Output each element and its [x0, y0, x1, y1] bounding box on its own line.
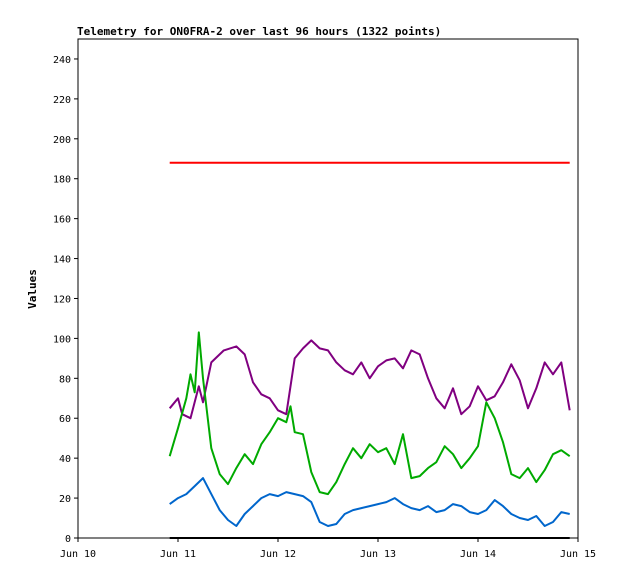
y-tick-label: 180 — [53, 175, 71, 186]
chart-title: Telemetry for ON0FRA-2 over last 96 hour… — [77, 25, 441, 38]
y-tick-label: 200 — [53, 135, 71, 146]
y-tick-label: 60 — [59, 414, 71, 425]
series-line-2 — [168, 331, 571, 496]
y-tick-label: 160 — [53, 215, 71, 226]
x-tick-label: Jun 15 — [560, 549, 596, 560]
y-tick-label: 220 — [53, 95, 71, 106]
x-tick-label: Jun 12 — [260, 549, 296, 560]
x-tick-label: Jun 13 — [360, 549, 396, 560]
y-tick-label: 20 — [59, 494, 71, 505]
y-tick-label: 80 — [59, 374, 71, 385]
x-tick-label: Jun 11 — [160, 549, 196, 560]
series-line-3 — [169, 477, 570, 527]
y-tick-label: 120 — [53, 294, 71, 305]
y-axis-label: Values — [26, 269, 39, 309]
series-line-1 — [168, 339, 571, 420]
x-tick-label: Jun 10 — [60, 549, 96, 560]
y-tick-label: 240 — [53, 55, 71, 66]
plot-area-frame — [77, 38, 579, 539]
x-axis: Jun 10 Jun 11 Jun 12 Jun 13 Jun 14 Jun 15 — [60, 538, 596, 560]
series-group — [168, 161, 571, 539]
y-tick-label: 40 — [59, 454, 71, 465]
y-tick-label: 140 — [53, 255, 71, 266]
y-tick-label: 100 — [53, 334, 71, 345]
y-tick-label: 0 — [65, 534, 71, 545]
x-tick-label: Jun 14 — [460, 549, 496, 560]
y-axis: 0 20 40 60 80 100 120 140 160 180 200 220 240 — [53, 55, 78, 545]
